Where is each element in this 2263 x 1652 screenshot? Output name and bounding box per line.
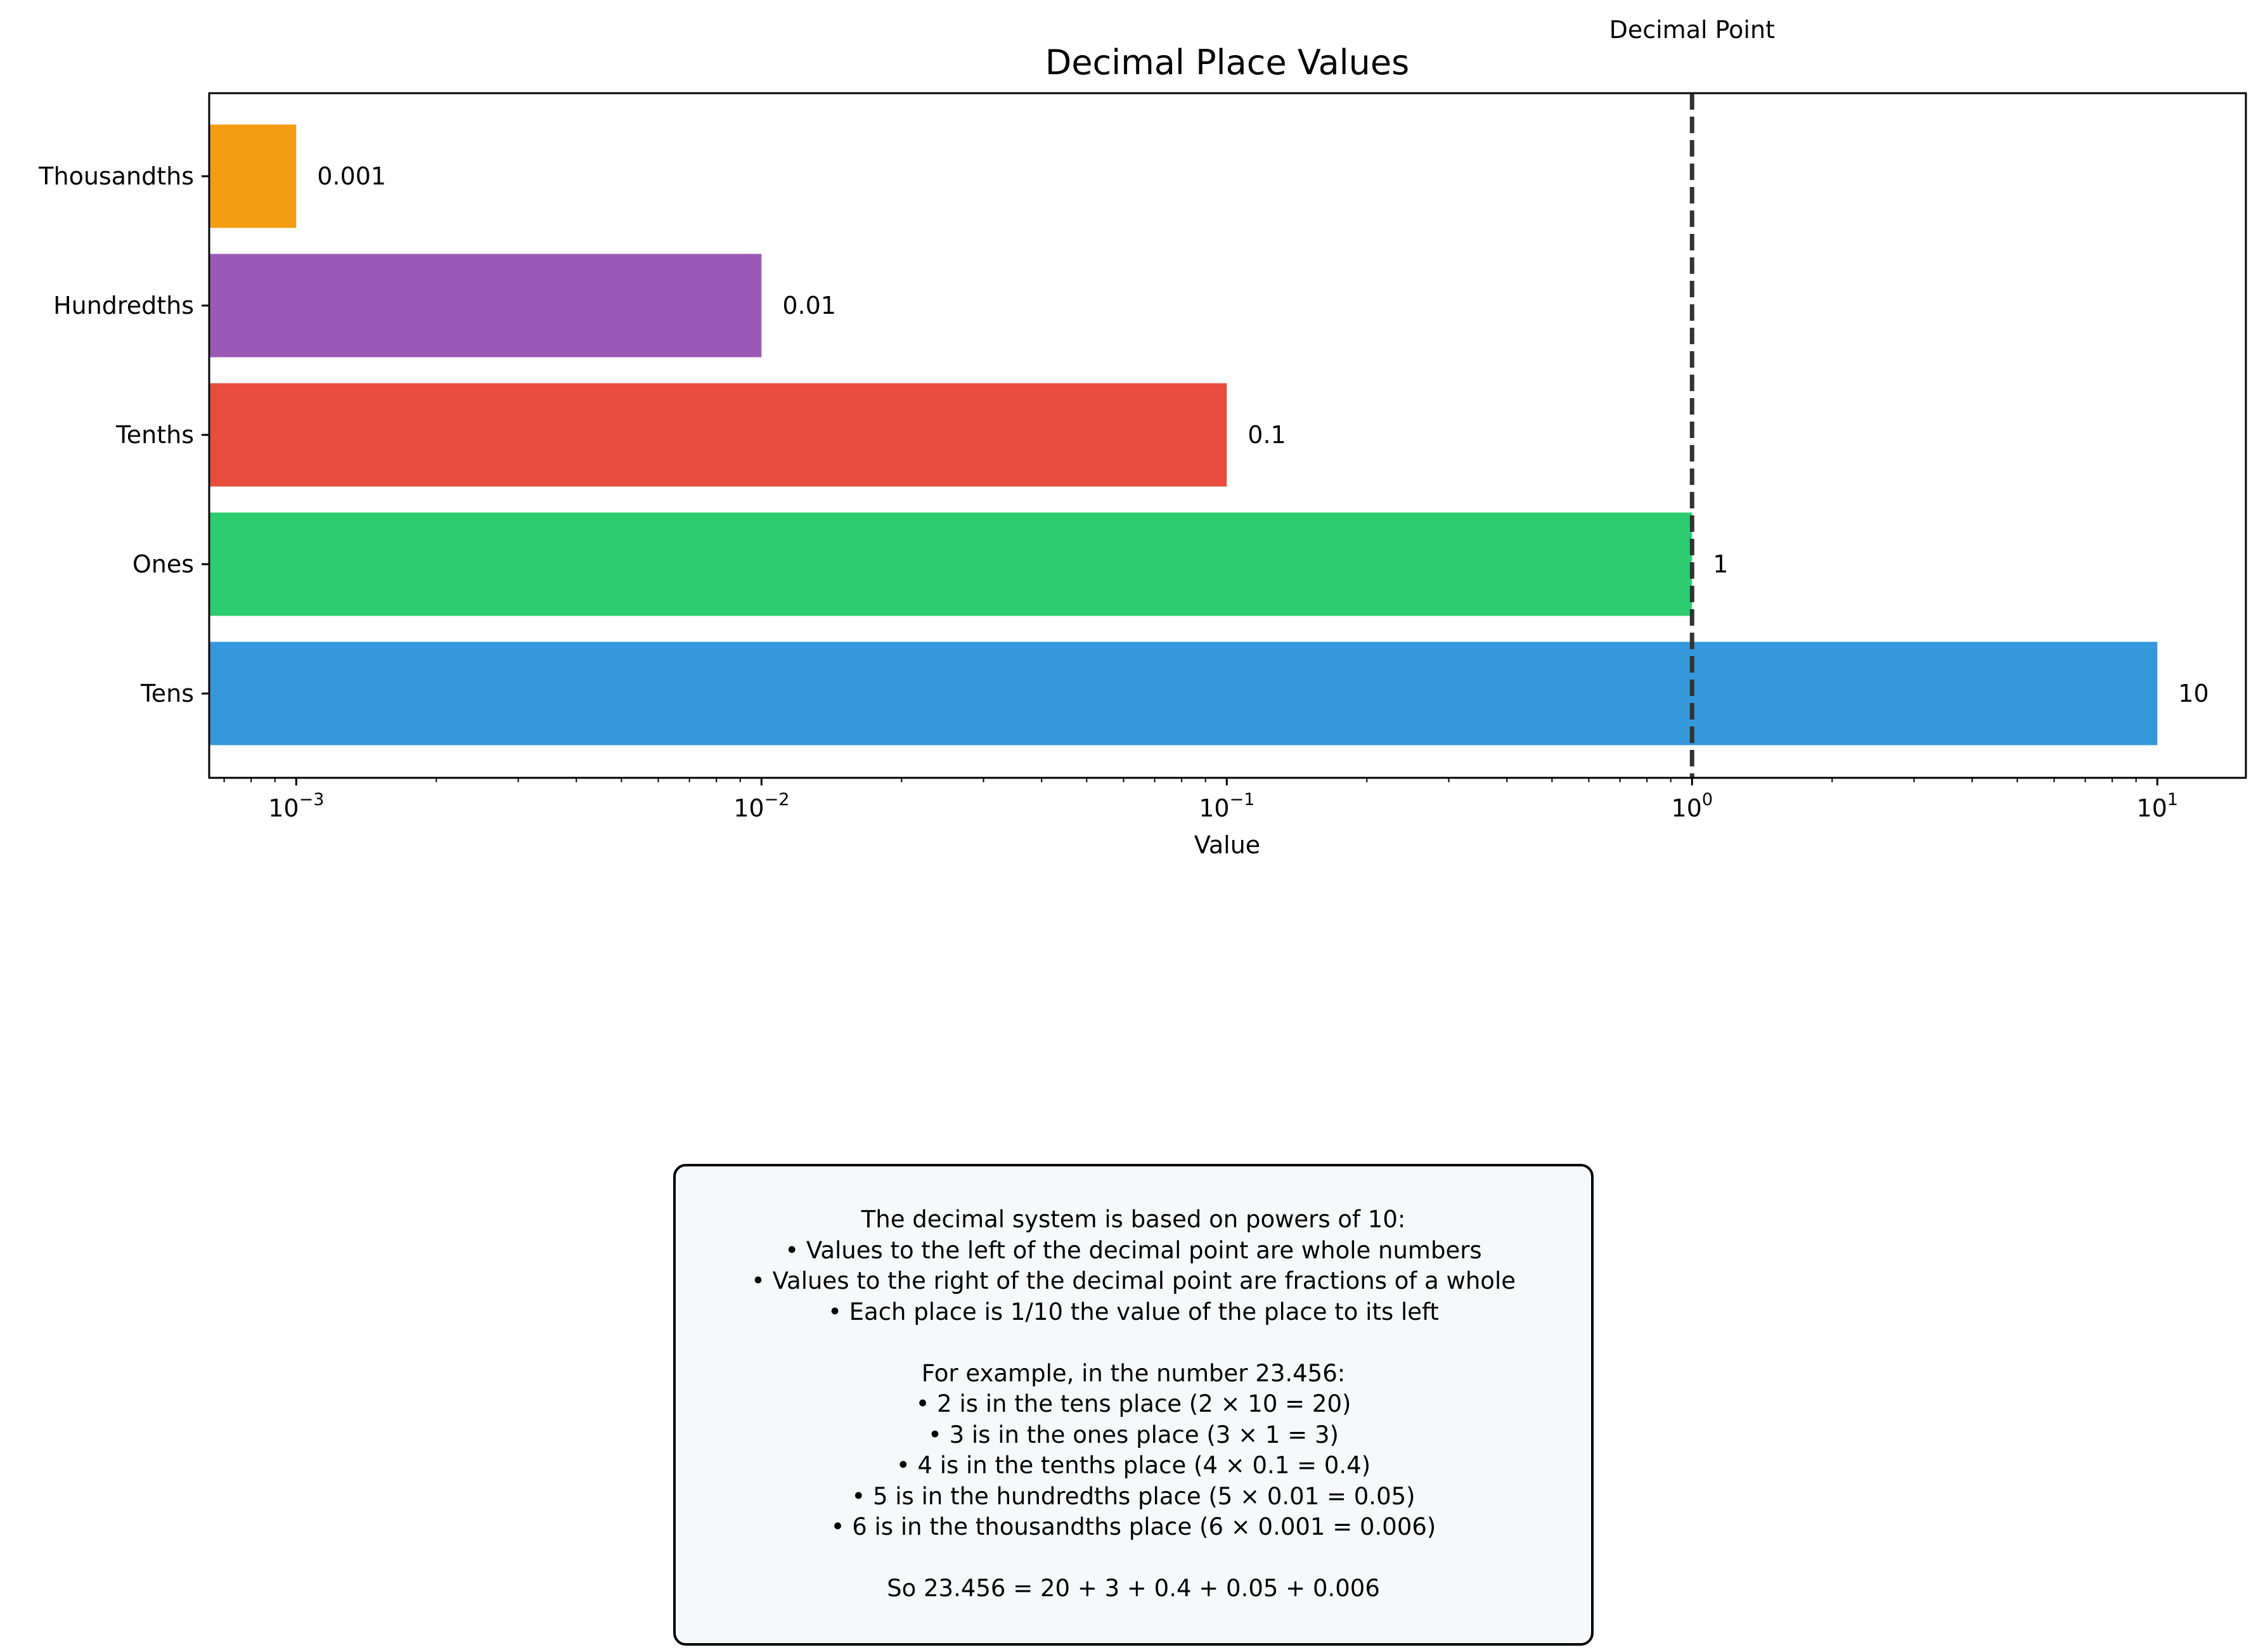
info-line: The decimal system is based on powers of… — [861, 1206, 1406, 1233]
info-line: • 2 is in the tens place (2 × 10 = 20) — [915, 1390, 1351, 1417]
y-tick-label: Ones — [132, 550, 194, 578]
bar-hundredths — [209, 254, 762, 358]
bar-value-label: 1 — [1713, 550, 1728, 578]
x-tick-label: 101 — [2137, 790, 2179, 822]
explanation-box: The decimal system is based on powers of… — [673, 1164, 1594, 1646]
info-line — [676, 1543, 1591, 1574]
info-line: • Values to the right of the decimal poi… — [751, 1267, 1516, 1294]
x-axis-label: Value — [1194, 831, 1260, 859]
info-line — [676, 1327, 1591, 1358]
bar-value-label: 10 — [2178, 680, 2208, 707]
bar-ones — [209, 512, 1692, 616]
bar-value-label: 0.01 — [782, 292, 836, 319]
bar-tens — [209, 642, 2158, 745]
info-line: So 23.456 = 20 + 3 + 0.4 + 0.05 + 0.006 — [887, 1575, 1380, 1602]
reference-line-label: Decimal Point — [1609, 16, 1775, 44]
info-line: • Each place is 1/10 the value of the pl… — [828, 1298, 1439, 1326]
x-tick-label: 100 — [1672, 790, 1713, 822]
bar-tenths — [209, 383, 1227, 487]
bar-value-label: 0.1 — [1248, 421, 1286, 449]
y-tick-label: Tens — [140, 680, 194, 707]
bars-layer: 10 1 0.1 0.01 0.001 — [209, 124, 2209, 745]
bar-value-label: 0.001 — [317, 162, 386, 190]
info-line: For example, in the number 23.456: — [921, 1359, 1346, 1387]
bar-thousandths — [209, 124, 297, 228]
info-line: • 4 is in the tenths place (4 × 0.1 = 0.… — [896, 1452, 1371, 1479]
x-tick-label: 10−2 — [733, 790, 789, 822]
info-line: • Values to the left of the decimal poin… — [785, 1236, 1482, 1264]
y-tick-label: Tenths — [115, 421, 194, 449]
info-line: • 5 is in the hundredths place (5 × 0.01… — [851, 1482, 1415, 1510]
x-axis: 10−3 10−2 10−1 100 101 — [223, 778, 2179, 822]
y-tick-label: Hundredths — [53, 292, 194, 319]
y-axis: Tens Ones Tenths Hundredths Thousandths — [38, 162, 209, 707]
x-tick-label: 10−1 — [1199, 790, 1254, 822]
info-line: • 3 is in the ones place (3 × 1 = 3) — [928, 1421, 1339, 1449]
info-line: • 6 is in the thousandths place (6 × 0.0… — [830, 1513, 1436, 1540]
chart-title: Decimal Place Values — [1045, 42, 1410, 82]
y-tick-label: Thousandths — [38, 162, 194, 190]
x-tick-label: 10−3 — [268, 790, 324, 822]
